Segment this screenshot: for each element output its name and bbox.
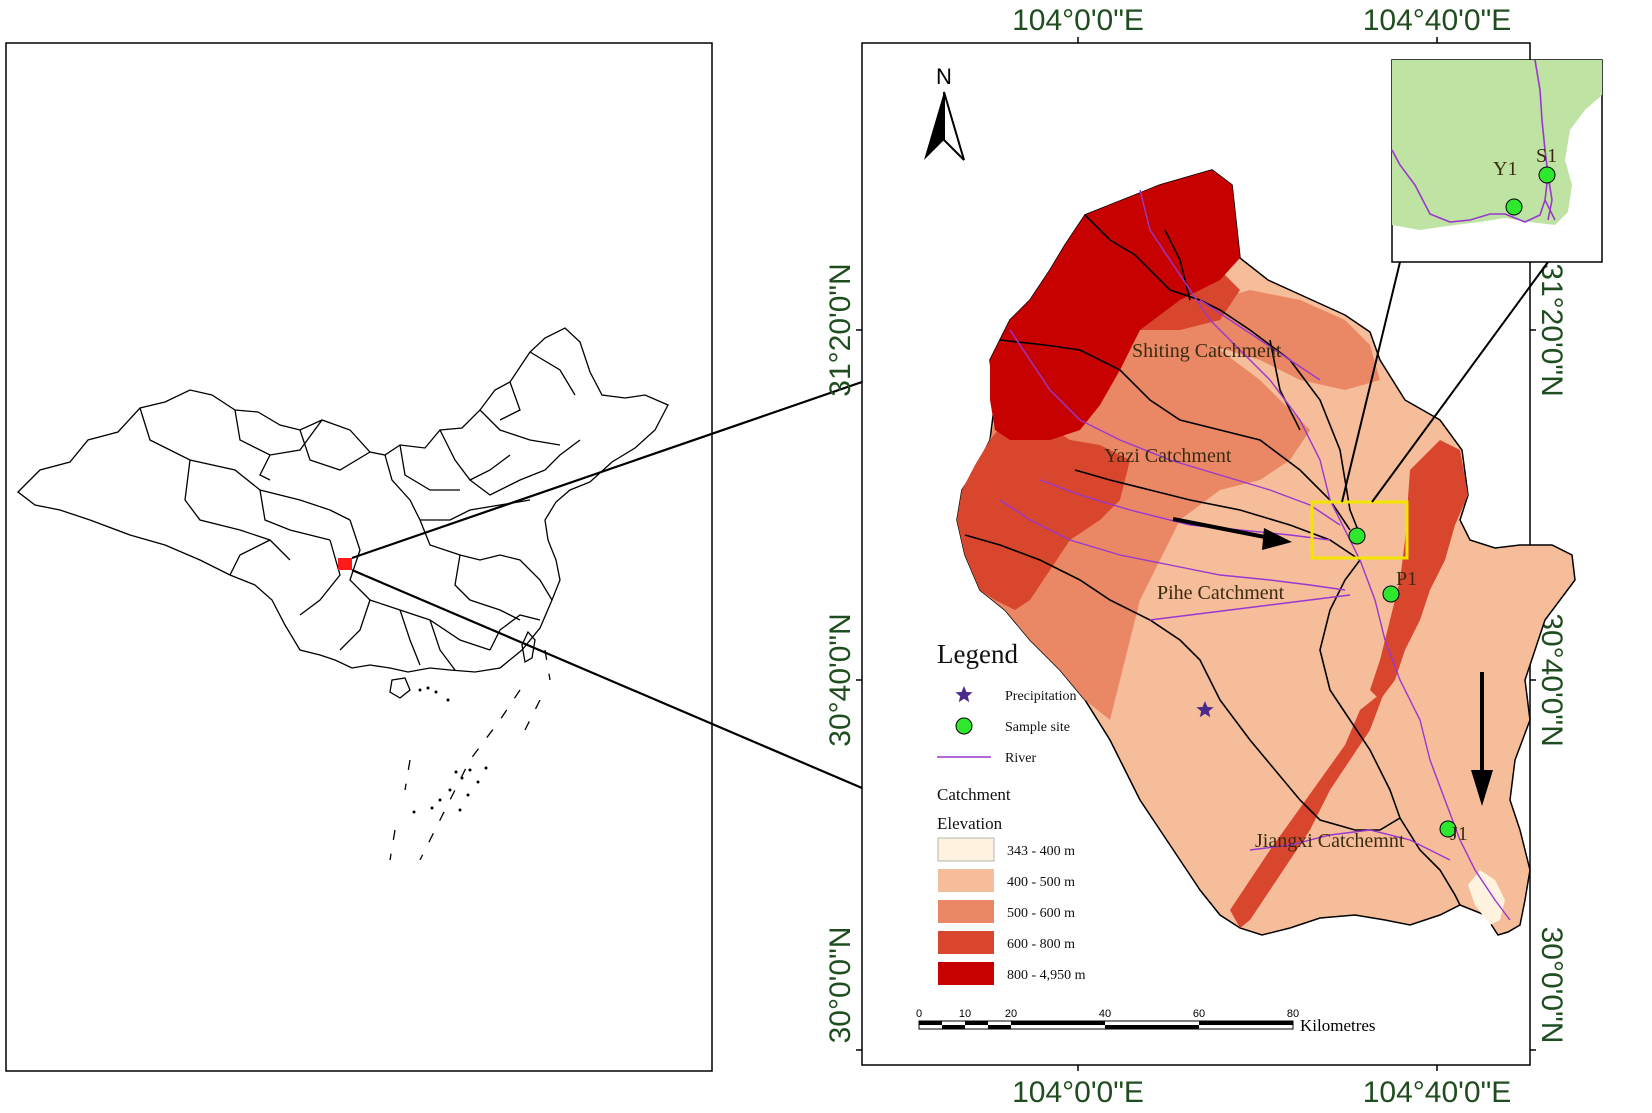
legend-class-343-400: 343 - 400 m <box>1007 844 1075 859</box>
catchment-label-shiting: Shiting Catchment <box>1132 340 1282 362</box>
flow-arrow-east <box>1172 517 1292 550</box>
bottom-coord-label-1: 104°0'0"E <box>1012 1076 1144 1109</box>
sample-site-y1-label: Y1 <box>1493 158 1517 180</box>
legend-precipitation-icon <box>955 686 973 703</box>
right-coord-label-1: 31°20'0"N <box>1535 263 1568 396</box>
north-arrow: N <box>924 64 965 161</box>
legend-precipitation-label: Precipitation <box>1005 689 1077 704</box>
sample-site-j1-label: J1 <box>1450 823 1468 845</box>
precipitation-station-marker <box>1196 701 1214 718</box>
scale-bar: 0 10 20 40 60 80 Kilometres <box>916 1008 1376 1035</box>
china-outline <box>17 327 669 673</box>
elevation-lowland-east <box>1468 870 1505 925</box>
hainan-island <box>389 677 411 699</box>
elevation-ridge-east <box>1370 440 1468 700</box>
legend-sample-site-icon <box>955 717 973 735</box>
river-network <box>999 189 1511 921</box>
elevation-ridge-south <box>1230 690 1385 928</box>
inset-highlight-box <box>1310 500 1409 560</box>
south-sea-islands <box>412 686 488 814</box>
sample-site-y1-marker <box>1505 198 1523 216</box>
top-coord-label-1: 104°0'0"E <box>1012 4 1144 37</box>
legend-sample-site-label: Sample site <box>1005 720 1070 735</box>
overview-frame <box>5 42 713 1072</box>
sample-site-main-marker <box>1348 527 1366 545</box>
legend-swatch-800-4950 <box>938 962 994 985</box>
legend-class-600-800: 600 - 800 m <box>1007 937 1075 952</box>
north-arrow-label: N <box>936 64 952 89</box>
scale-tick-60: 60 <box>1193 1008 1205 1020</box>
sample-site-p1-marker <box>1382 585 1400 603</box>
sample-site-s1-label: S1 <box>1536 145 1557 167</box>
scale-tick-80: 80 <box>1287 1008 1299 1020</box>
inset-map: S1 Y1 <box>1391 59 1603 263</box>
catchment-boundaries <box>964 214 1461 906</box>
legend-class-800-4950: 800 - 4,950 m <box>1007 968 1086 983</box>
inset-river <box>1391 59 1549 223</box>
legend-swatch-500-600 <box>938 900 994 923</box>
legend-class-500-600: 500 - 600 m <box>1007 906 1075 921</box>
left-coord-label-1: 31°20'0"N <box>824 263 857 396</box>
legend-swatch-600-800 <box>938 931 994 954</box>
scale-unit-label: Kilometres <box>1300 1016 1376 1035</box>
connector-line-top <box>351 380 863 560</box>
legend-elevation-label: Elevation <box>937 814 1003 833</box>
top-coord-label-2: 104°40'0"E <box>1363 4 1512 37</box>
left-coord-label-3: 30°0'0"N <box>824 927 857 1044</box>
catchment-label-yazi: Yazi Catchment <box>1104 445 1232 467</box>
legend-catchment-label: Catchment <box>937 785 1011 804</box>
legend-swatch-400-500 <box>938 869 994 892</box>
flow-arrow-south <box>1471 672 1493 806</box>
right-coord-label-3: 30°0'0"N <box>1535 927 1568 1044</box>
bottom-coord-label-2: 104°40'0"E <box>1363 1076 1512 1109</box>
left-coord-label-2: 30°40'0"N <box>824 613 857 746</box>
province-lines <box>139 351 581 671</box>
inset-river-branch <box>1544 174 1556 221</box>
study-area-marker <box>338 558 352 570</box>
elevation-600-800-west <box>957 415 1130 610</box>
elevation-800-4950-northwest <box>990 170 1240 440</box>
elevation-map <box>956 169 1576 936</box>
scale-tick-0: 0 <box>916 1008 922 1020</box>
legend-river-label: River <box>1005 751 1036 766</box>
legend: Legend Precipitation Sample site River C… <box>937 639 1086 985</box>
connector-line-bottom <box>351 568 863 790</box>
china-map <box>17 327 669 861</box>
sample-site-p1-label: P1 <box>1396 568 1417 590</box>
catchment-label-pihe: Pihe Catchment <box>1157 582 1285 604</box>
legend-title: Legend <box>937 639 1018 669</box>
scale-tick-20: 20 <box>1005 1008 1017 1020</box>
catchment-label-jiangxi: Jiangxi Catchemnt <box>1255 830 1405 852</box>
scale-tick-10: 10 <box>959 1008 971 1020</box>
scale-tick-40: 40 <box>1099 1008 1111 1020</box>
graticule-ticks <box>856 37 1536 1071</box>
sample-site-j1-marker <box>1439 820 1457 838</box>
legend-swatch-343-400 <box>937 837 995 862</box>
legend-class-400-500: 400 - 500 m <box>1007 875 1075 890</box>
sample-site-s1-marker <box>1538 166 1556 184</box>
inset-connector-left <box>1341 261 1401 503</box>
inset-connector-right <box>1371 261 1549 503</box>
